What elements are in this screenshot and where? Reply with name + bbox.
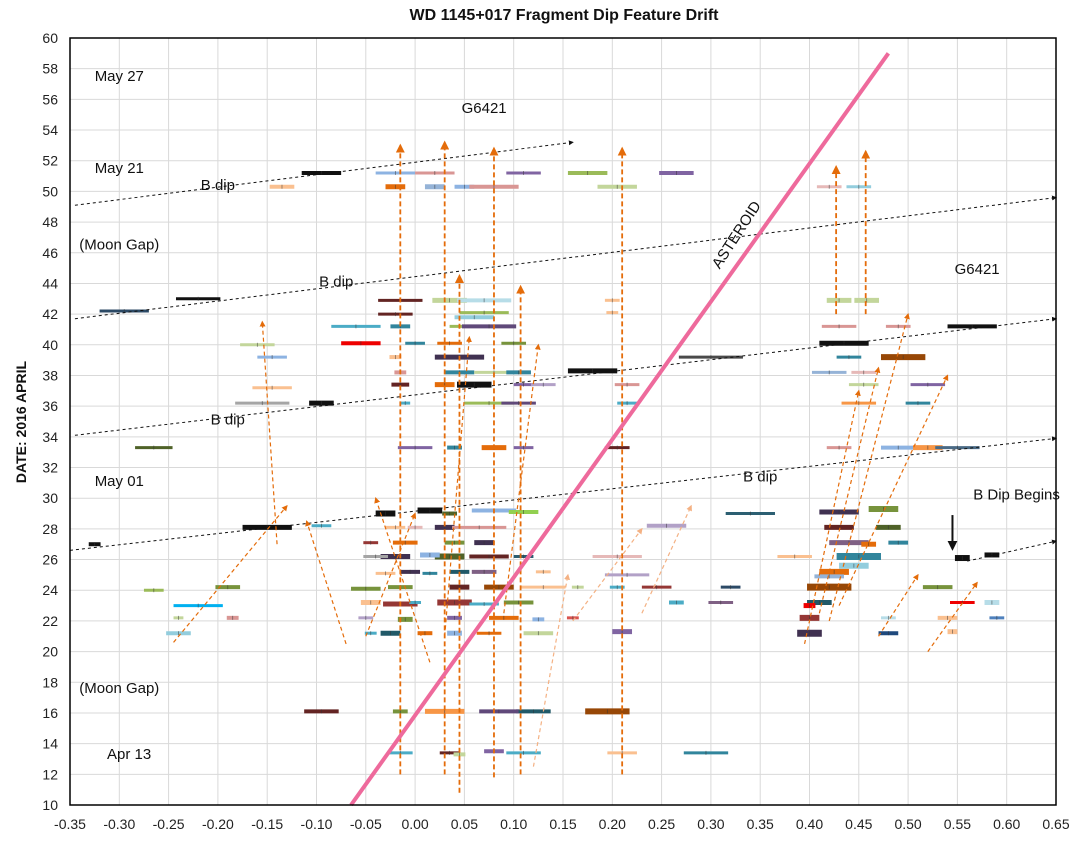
y-tick-label: 32 [42,460,58,476]
x-tick-label: 0.15 [549,816,576,832]
y-tick-label: 56 [42,91,58,107]
y-tick-label: 44 [42,275,58,291]
data-marks [88,170,1005,757]
y-tick-label: 40 [42,337,58,353]
x-tick-label: 0.30 [697,816,724,832]
x-tick-label: 0.45 [845,816,872,832]
y-tick-label: 22 [42,613,58,629]
y-tick-label: 46 [42,245,58,261]
annotation-label: May 27 [95,68,144,85]
y-tick-label: 12 [42,766,58,782]
x-tick-label: 0.35 [747,816,774,832]
annotation-label: Apr 13 [107,746,151,763]
y-tick-label: 42 [42,306,58,322]
fragment-drift-arrow [532,573,571,767]
y-tick-label: 14 [42,736,58,752]
fragment-drift-arrow [305,520,347,645]
fragment-drift-arrow [259,320,278,545]
y-tick-label: 60 [42,30,58,46]
fragment-drift-arrow [803,389,861,645]
fragment-drift-arrow [173,504,288,643]
y-tick-label: 28 [42,521,58,537]
y-tick-label: 50 [42,183,58,199]
fragment-drift-arrow [444,335,472,637]
fragment-drift-arrow [503,343,541,614]
y-tick-label: 54 [42,122,58,138]
y-tick-labels: 10 12 14 16 18 20 22 24 26 28 30 32 34 36 38 40 42 44 46 48… [42,30,58,813]
y-tick-label: 26 [42,552,58,568]
y-tick-label: 10 [42,797,58,813]
fragment-drift-arrow [641,504,692,614]
x-tick-label: 0.50 [894,816,921,832]
x-tick-label: -0.10 [301,816,333,832]
fragment-drift-arrow [927,581,978,652]
fragment-drift-arrow [878,573,919,637]
x-tick-labels: -0.35 -0.30 -0.25 -0.20 -0.15 -0.10 -0.05 0.00 0… [54,816,1070,832]
y-tick-label: 16 [42,705,58,721]
y-tick-label: 52 [42,153,58,169]
annotation-label: (Moon Gap) [79,680,159,697]
x-tick-label: -0.20 [202,816,234,832]
x-tick-label: 0.55 [944,816,971,832]
y-tick-label: 48 [42,214,58,230]
x-tick-label: -0.25 [153,816,185,832]
fragment-drift-arrow [365,512,417,637]
annotation-label: May 01 [95,473,144,490]
b-dip-drift-line [967,539,1057,562]
y-tick-label: 58 [42,61,58,77]
y-tick-label: 36 [42,398,58,414]
y-tick-label: 38 [42,367,58,383]
x-tick-label: 0.25 [648,816,675,832]
x-tick-label: 0.20 [599,816,626,832]
fragment-drift-arrow [838,374,949,606]
asteroid-line [349,52,891,807]
arrows [69,52,1057,807]
annotation-label: (Moon Gap) [79,237,159,254]
b-dip-drift-line [74,316,1057,436]
annotation-label: G6421 [462,100,507,117]
y-tick-label: 24 [42,582,58,598]
x-tick-label: -0.05 [350,816,382,832]
fragment-drift-arrow [572,527,643,622]
x-tick-label: 0.60 [993,816,1020,832]
b-dip-drift-line [74,195,1057,320]
annotation-label: G6421 [955,261,1000,278]
x-tick-label: 0.00 [401,816,428,832]
annotation-label: B dip [211,412,245,429]
x-tick-label: 0.40 [796,816,823,832]
y-axis-label: DATE: 2016 APRIL [13,360,29,483]
annotation-label: May 21 [95,160,144,177]
x-tick-label: -0.15 [251,816,283,832]
fragment-drift-arrow [828,312,910,622]
annotation-label: B Dip Begins [973,487,1060,504]
y-tick-label: 34 [42,429,58,445]
annotation-label: B dip [201,177,235,194]
y-tick-label: 20 [42,644,58,660]
x-tick-label: 0.10 [500,816,527,832]
x-tick-label: 0.65 [1042,816,1069,832]
x-tick-label: -0.35 [54,816,86,832]
y-tick-label: 18 [42,674,58,690]
y-tick-label: 30 [42,490,58,506]
chart-title: WD 1145+017 Fragment Dip Feature Drift [410,7,720,24]
x-tick-label: -0.30 [103,816,135,832]
fragment-drift-arrow [374,497,431,663]
plot-frame [69,37,1057,806]
fragment-drift-arrow [818,366,881,614]
annotation-label: B dip [319,274,353,291]
annotation-label: B dip [743,468,777,485]
x-tick-label: 0.05 [451,816,478,832]
